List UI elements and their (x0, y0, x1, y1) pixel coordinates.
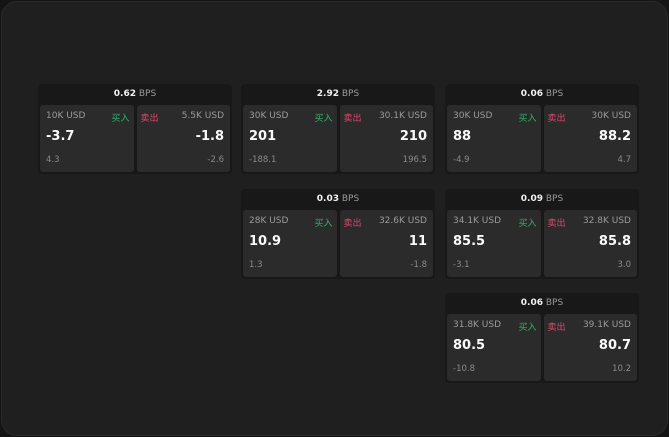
buy-button[interactable]: 28K USD 买入 10.9 1.3 (243, 210, 337, 277)
sell-change: 196.5 (402, 155, 427, 165)
spread-header: 0.09 BPS (445, 189, 639, 210)
buy-button[interactable]: 30K USD 买入 201 -188.1 (243, 105, 337, 172)
sell-price: -1.8 (195, 129, 224, 144)
buy-price: 88 (453, 129, 472, 144)
spread-unit: BPS (341, 194, 360, 204)
sell-quantity: 32.8K USD (582, 216, 631, 226)
sell-label: 卖出 (140, 114, 159, 124)
buy-button[interactable]: 30K USD 买入 88 -4.9 (447, 105, 541, 172)
sell-price: 210 (399, 129, 427, 144)
sell-quantity: 30K USD (591, 111, 631, 121)
quote-card: 0.06 BPS 31.8K USD 买入 80.5 -10.8 卖出 39.1… (445, 293, 639, 383)
sell-change: -1.8 (410, 260, 427, 270)
quote-card: 0.62 BPS 10K USD 买入 -3.7 4.3 卖出 5.5K USD… (38, 84, 232, 174)
sell-label: 卖出 (547, 219, 566, 229)
buy-button[interactable]: 31.8K USD 买入 80.5 -10.8 (447, 314, 541, 381)
sell-label: 卖出 (343, 219, 362, 229)
buy-quantity: 10K USD (46, 111, 86, 121)
buy-label: 买入 (111, 114, 130, 124)
buy-label: 买入 (518, 219, 537, 229)
buy-label: 买入 (518, 323, 537, 333)
buy-quantity: 31.8K USD (453, 320, 502, 330)
sell-label: 卖出 (343, 114, 362, 124)
sell-button[interactable]: 卖出 30K USD 88.2 4.7 (543, 105, 637, 172)
spread-value: 0.06 (520, 298, 543, 308)
buy-price: 85.5 (453, 234, 486, 249)
spread-value: 0.03 (316, 194, 339, 204)
sell-quantity: 30.1K USD (378, 111, 427, 121)
spread-unit: BPS (545, 298, 564, 308)
buy-change: 1.3 (249, 260, 263, 270)
spread-value: 0.62 (113, 89, 136, 99)
buy-change: 4.3 (46, 155, 60, 165)
spread-unit: BPS (341, 89, 360, 99)
spread-value: 0.09 (520, 194, 543, 204)
spread-unit: BPS (138, 89, 157, 99)
sell-quantity: 39.1K USD (582, 320, 631, 330)
sell-price: 11 (408, 234, 427, 249)
buy-label: 买入 (314, 219, 333, 229)
sell-quantity: 5.5K USD (181, 111, 224, 121)
spread-header: 0.03 BPS (241, 189, 435, 210)
sell-change: 4.7 (617, 155, 631, 165)
spread-value: 2.92 (316, 89, 339, 99)
buy-change: -4.9 (453, 155, 470, 165)
sell-button[interactable]: 卖出 30.1K USD 210 196.5 (339, 105, 433, 172)
buy-price: 80.5 (453, 338, 486, 353)
buy-quantity: 34.1K USD (453, 216, 502, 226)
sell-quantity: 32.6K USD (378, 216, 427, 226)
quote-card: 2.92 BPS 30K USD 买入 201 -188.1 卖出 30.1K … (241, 84, 435, 174)
sell-price: 88.2 (598, 129, 631, 144)
quote-card: 0.03 BPS 28K USD 买入 10.9 1.3 卖出 32.6K US… (241, 189, 435, 279)
sell-price: 80.7 (598, 338, 631, 353)
spread-header: 0.06 BPS (445, 84, 639, 105)
buy-price: -3.7 (46, 129, 75, 144)
sell-change: 3.0 (617, 260, 631, 270)
buy-price: 10.9 (249, 234, 282, 249)
buy-quantity: 30K USD (249, 111, 289, 121)
spread-unit: BPS (545, 194, 564, 204)
sell-button[interactable]: 卖出 32.6K USD 11 -1.8 (339, 210, 433, 277)
buy-button[interactable]: 34.1K USD 买入 85.5 -3.1 (447, 210, 541, 277)
spread-header: 0.62 BPS (38, 84, 232, 105)
spread-header: 0.06 BPS (445, 293, 639, 314)
sell-button[interactable]: 卖出 32.8K USD 85.8 3.0 (543, 210, 637, 277)
buy-label: 买入 (314, 114, 333, 124)
quote-card: 0.06 BPS 30K USD 买入 88 -4.9 卖出 30K USD 8… (445, 84, 639, 174)
sell-label: 卖出 (547, 114, 566, 124)
sell-button[interactable]: 卖出 5.5K USD -1.8 -2.6 (136, 105, 230, 172)
sell-change: 10.2 (612, 364, 631, 374)
buy-button[interactable]: 10K USD 买入 -3.7 4.3 (40, 105, 134, 172)
buy-label: 买入 (518, 114, 537, 124)
buy-change: -3.1 (453, 260, 470, 270)
buy-change: -10.8 (453, 364, 475, 374)
buy-quantity: 28K USD (249, 216, 289, 226)
buy-price: 201 (249, 129, 277, 144)
buy-quantity: 30K USD (453, 111, 493, 121)
spread-header: 2.92 BPS (241, 84, 435, 105)
sell-price: 85.8 (598, 234, 631, 249)
sell-button[interactable]: 卖出 39.1K USD 80.7 10.2 (543, 314, 637, 381)
buy-change: -188.1 (249, 155, 277, 165)
spread-unit: BPS (545, 89, 564, 99)
quote-card: 0.09 BPS 34.1K USD 买入 85.5 -3.1 卖出 32.8K… (445, 189, 639, 279)
sell-change: -2.6 (207, 155, 224, 165)
sell-label: 卖出 (547, 323, 566, 333)
spread-value: 0.06 (520, 89, 543, 99)
